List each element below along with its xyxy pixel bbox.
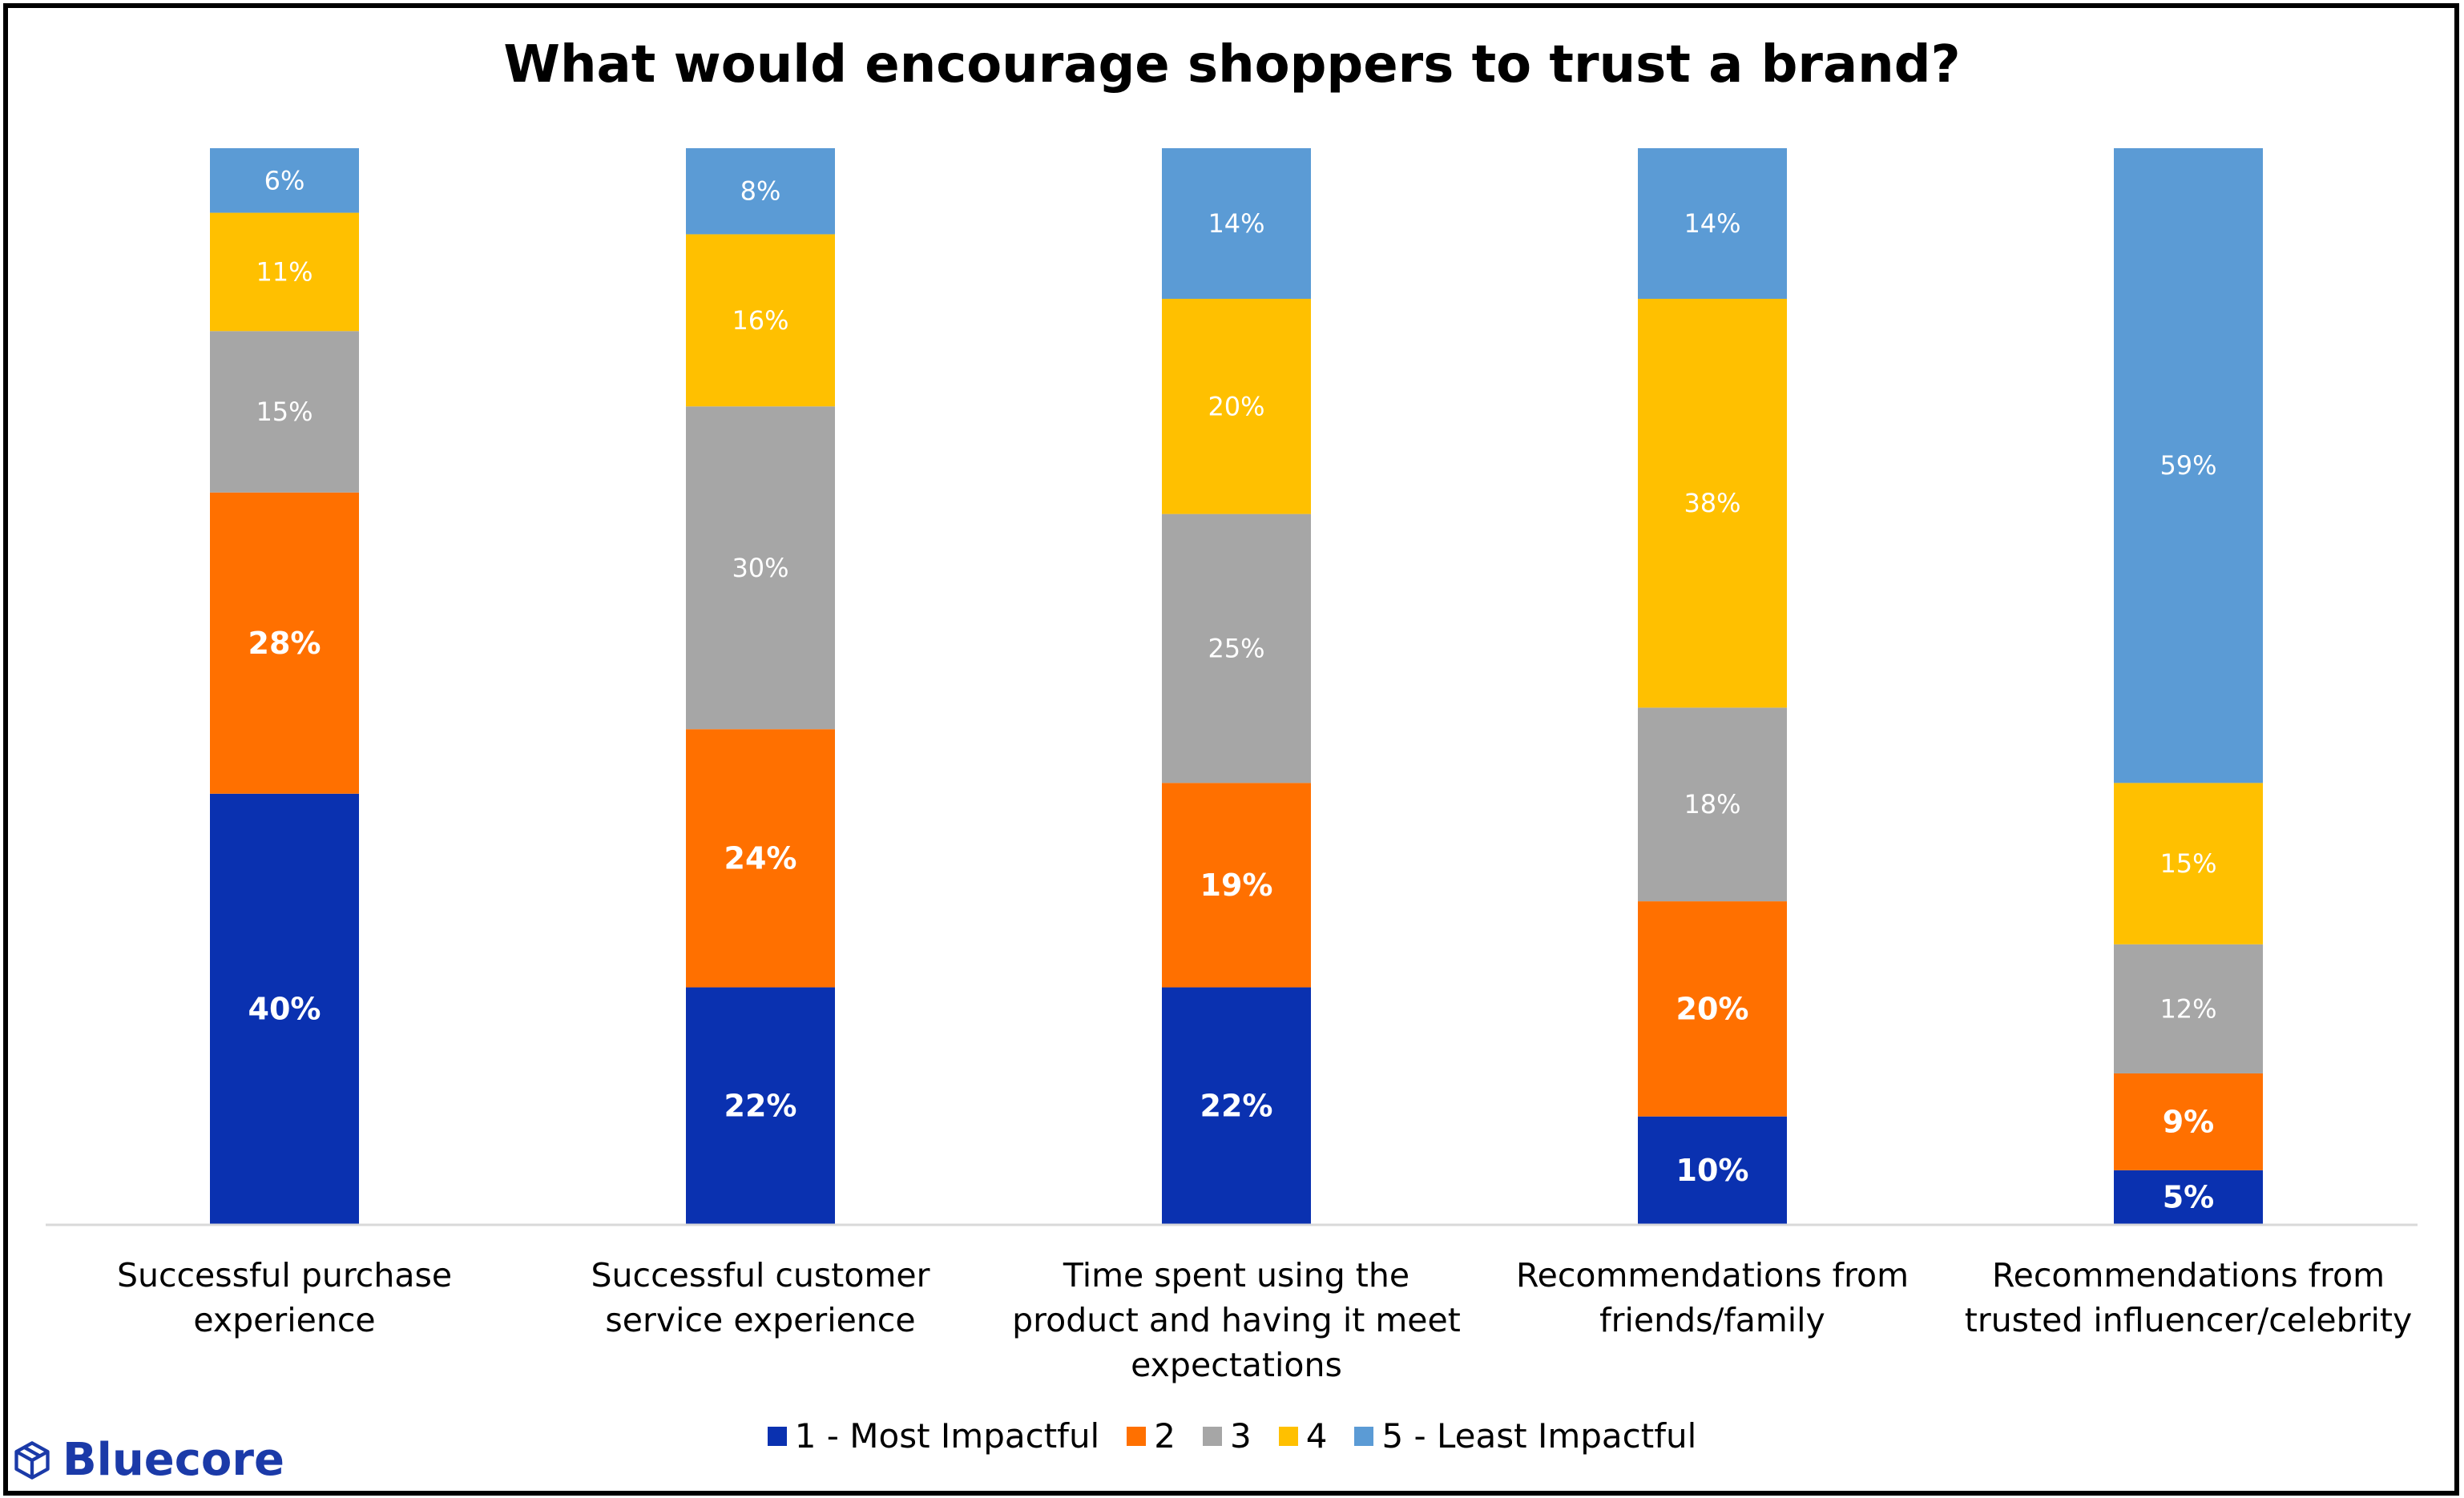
legend-label: 4 [1305,1416,1328,1456]
data-label: 18% [1684,789,1740,819]
legend-swatch [767,1426,787,1446]
bar-segment [1162,513,1311,783]
bar-segment [2114,148,2263,783]
bar-segment [1162,783,1311,988]
data-label: 19% [1200,868,1273,903]
bar-segment [1638,707,1787,902]
data-label: 24% [724,840,797,876]
legend-label: 2 [1154,1416,1176,1456]
data-label: 22% [724,1088,797,1123]
legend-item: 2 [1127,1416,1176,1456]
bar-segment [686,234,835,407]
data-label: 20% [1676,991,1749,1026]
bar-segment [686,148,835,235]
data-label: 15% [2160,848,2216,879]
bar-segment [210,212,359,332]
data-label: 11% [256,256,313,287]
data-label: 40% [248,991,321,1026]
bar-segment [686,729,835,988]
data-label: 22% [1200,1088,1273,1123]
chart-legend: 1 - Most Impactful 2 3 4 5 - Least Impactful [0,1416,2464,1456]
bar-segment [1638,148,1787,300]
bar-segment [1638,1116,1787,1224]
legend-label: 1 - Most Impactful [794,1416,1100,1456]
data-label: 20% [1208,391,1264,421]
data-label: 28% [248,626,321,661]
legend-label: 5 - Least Impactful [1381,1416,1697,1456]
legend-item: 1 - Most Impactful [767,1416,1100,1456]
data-label: 16% [732,305,788,336]
chart-title: What would encourage shoppers to trust a… [503,35,1961,95]
data-label: 10% [1676,1153,1749,1188]
bar-segment [1162,148,1311,300]
category-label: Recommendations from trusted influencer/… [1964,1256,2413,1339]
data-label: 9% [2163,1104,2215,1139]
data-label: 6% [264,165,305,195]
category-label: Recommendations from friends/family [1515,1256,1909,1339]
legend-swatch [1202,1426,1222,1446]
bar-segment [210,331,359,493]
data-label: 14% [1684,208,1740,239]
category-label: Successful purchase experience [116,1256,453,1339]
data-label: 25% [1208,633,1264,663]
data-label: 14% [1208,208,1264,239]
brand-logo: Bluecore [11,1434,284,1486]
bar-segment [2114,1073,2263,1170]
data-label: 8% [740,176,781,207]
legend-swatch [1127,1426,1147,1446]
bar-segment [1162,299,1311,514]
data-label: 38% [1684,488,1740,518]
bar-segment [2114,783,2263,944]
bar-segment [686,406,835,730]
data-label: 30% [732,553,788,583]
legend-item: 5 - Least Impactful [1354,1416,1696,1456]
bar-segment [210,492,359,794]
legend-swatch [1354,1426,1374,1446]
legend-swatch [1278,1426,1298,1446]
data-label: 15% [256,397,313,427]
bar-segment [210,793,359,1224]
category-label: Successful customer service experience [591,1256,930,1339]
bar-segment [2114,944,2263,1073]
legend-label: 3 [1229,1416,1252,1456]
cube-icon [14,1440,50,1480]
brand-name: Bluecore [63,1434,284,1486]
bar-segment [686,987,835,1224]
bar-segment [1638,901,1787,1117]
data-label: 59% [2160,450,2216,481]
bar-segment [2114,1170,2263,1224]
bar-segment [210,148,359,213]
data-label: 5% [2163,1179,2215,1214]
legend-item: 4 [1278,1416,1328,1456]
bar-segment [1162,987,1311,1224]
category-label: Time spent using the product and having … [1012,1256,1461,1384]
data-label: 12% [2160,993,2216,1024]
legend-item: 3 [1202,1416,1252,1456]
bar-segment [1638,299,1787,708]
